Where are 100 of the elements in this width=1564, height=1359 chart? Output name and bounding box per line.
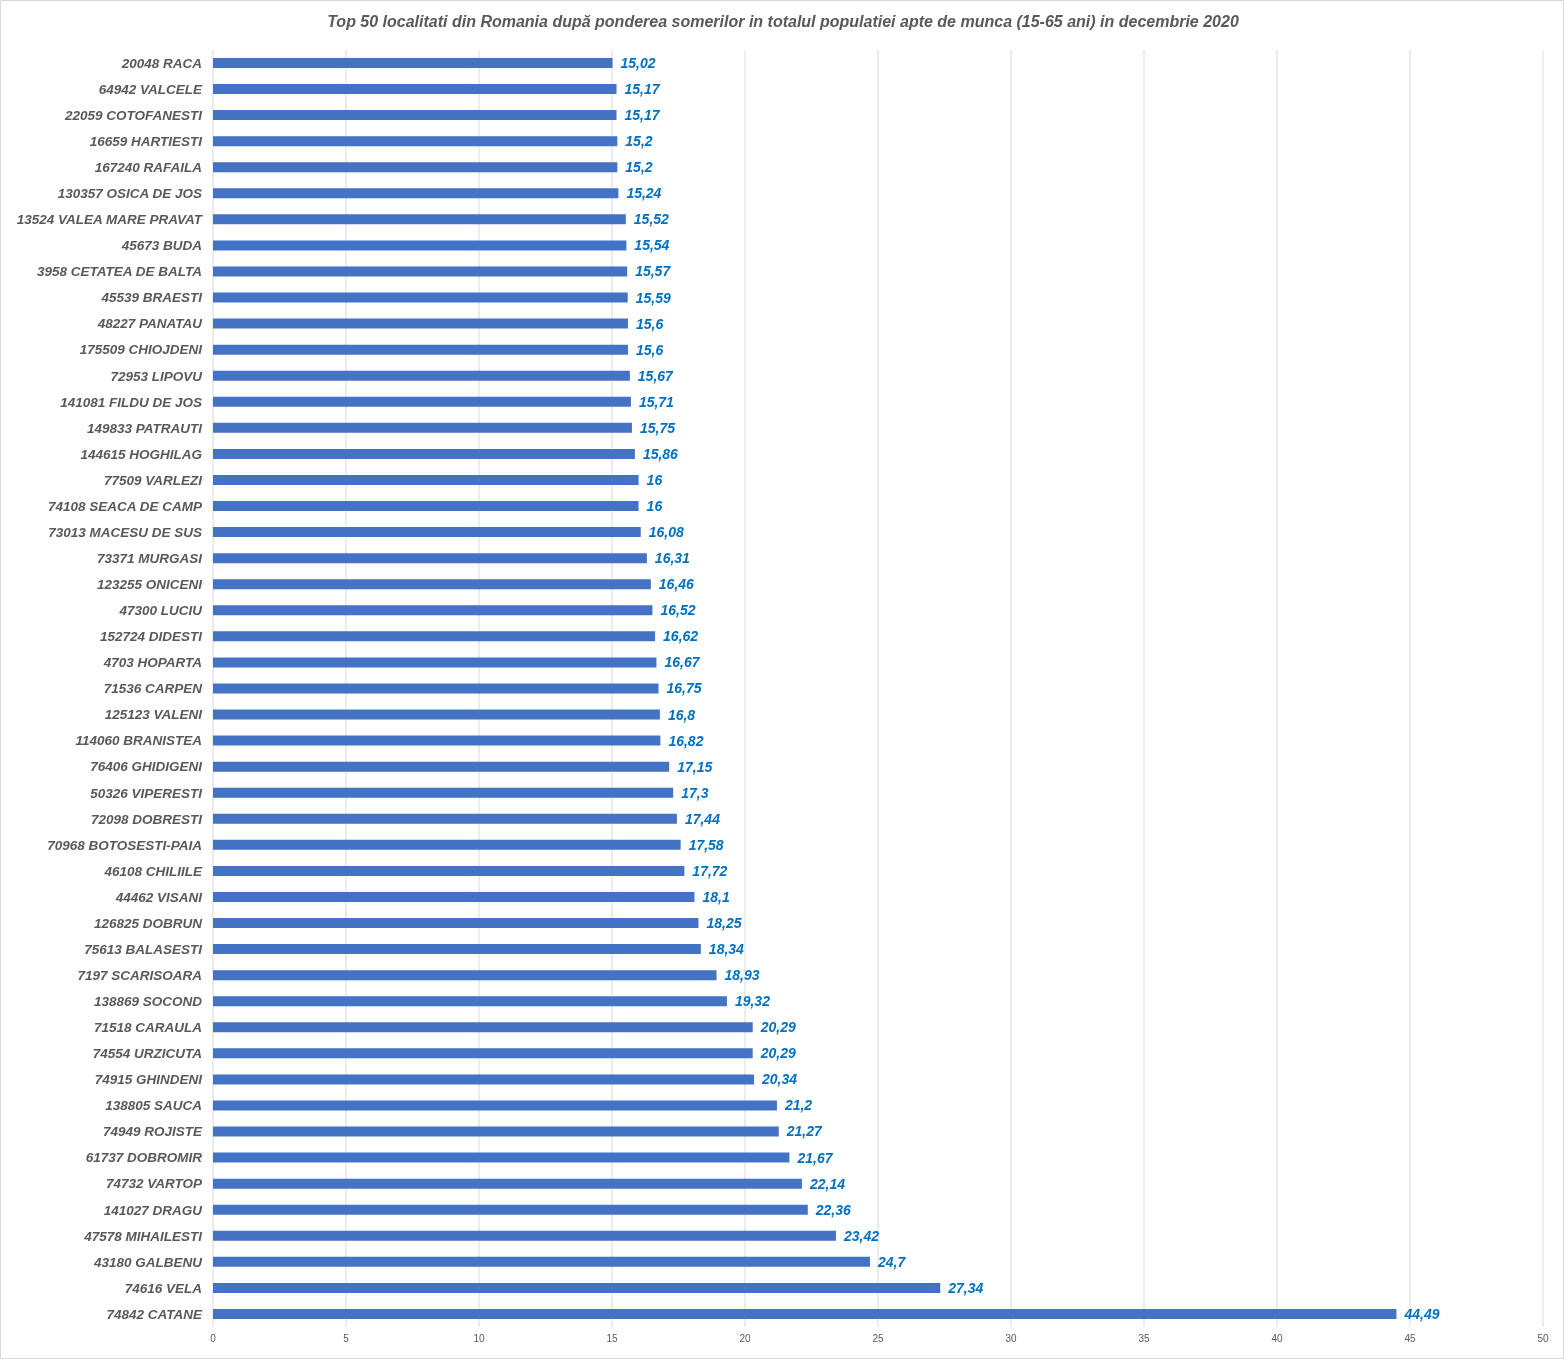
y-tick-label: 144615 HOGHILAG [80,446,203,462]
data-label: 21,67 [796,1149,834,1166]
bar [213,631,656,642]
data-label: 15,86 [642,445,679,462]
data-label: 15,75 [639,419,676,436]
data-label: 16,75 [666,680,702,697]
data-label: 16,62 [663,628,699,645]
bar [213,1126,779,1137]
bar [213,996,727,1007]
bar [213,970,717,981]
data-label: 18,34 [708,941,745,958]
y-tick-label: 74915 GHINDENI [94,1072,203,1088]
bar [213,761,670,772]
x-tick-label: 50 [1537,1333,1549,1345]
y-tick-label: 141081 FILDU DE JOS [60,394,202,410]
data-label: 18,1 [702,888,730,905]
y-tick-label: 71536 CARPEN [103,681,203,697]
bar [213,1256,871,1267]
data-label: 16,82 [668,732,704,749]
bar [213,787,674,798]
data-label: 15,6 [635,315,664,332]
data-label: 15,52 [633,211,670,228]
bar [213,1074,755,1085]
data-label: 18,93 [724,967,760,984]
data-label: 15,2 [625,133,653,150]
data-label: 16,52 [660,602,696,619]
bar [213,266,628,277]
y-tick-label: 74949 ROJISTE [102,1124,203,1140]
x-tick-label: 40 [1271,1333,1283,1345]
x-tick-label: 10 [473,1333,485,1345]
x-tick-label: 45 [1404,1333,1416,1345]
data-label: 15,71 [638,393,675,410]
x-tick-label: 35 [1138,1333,1150,1345]
bar [213,240,627,251]
y-tick-label: 72953 LIPOVU [110,368,204,384]
bar [213,891,695,902]
data-label: 21,27 [785,1123,824,1140]
bar [213,84,617,95]
y-tick-label: 74842 CATANE [106,1306,203,1322]
y-tick-label: 175509 CHIOJDENI [79,342,203,358]
y-tick-label: 74108 SEACA DE CAMP [47,498,203,514]
y-tick-label: 149833 PATRAUTI [86,420,203,436]
bar [213,839,681,850]
data-label: 16 [646,498,663,515]
y-tick-label: 70968 BOTOSESTI-PAIA [47,837,202,853]
y-tick-label: 74554 URZICUTA [92,1046,202,1062]
y-tick-label: 126825 DOBRUN [93,915,203,931]
data-label: 44,49 [1403,1305,1440,1322]
y-tick-label: 152724 DIDESTI [99,629,203,645]
y-tick-label: 73371 MURGASI [96,550,203,566]
data-label: 15,24 [626,185,662,202]
x-tick-label: 5 [343,1333,350,1345]
bar [213,1152,790,1163]
data-label: 15,17 [624,107,661,124]
bar [213,657,657,668]
y-tick-label: 71518 CARAULA [93,1020,202,1036]
y-tick-label: 45673 BUDA [120,238,202,254]
data-label: 16,08 [648,524,684,541]
bar [213,1308,1397,1319]
data-label: 16 [646,471,663,488]
bar [213,188,619,199]
data-label: 16,31 [654,550,691,567]
bar [213,318,628,329]
y-tick-label: 74616 VELA [124,1280,202,1296]
bar [213,448,635,459]
y-tick-label: 7197 SCARISOARA [77,967,202,983]
y-tick-label: 123255 ONICENI [96,577,203,593]
bar [213,865,685,876]
bar [213,553,647,564]
y-tick-label: 125123 VALENI [104,707,203,723]
data-label: 18,25 [706,914,742,931]
data-label: 16,67 [664,654,701,671]
y-tick-label: 72098 DOBRESTI [90,811,203,827]
data-label: 16,8 [667,706,696,723]
y-tick-label: 114060 BRANISTEA [75,733,202,749]
data-label: 24,7 [877,1253,907,1270]
bar [213,370,630,381]
bar [213,162,618,173]
y-tick-label: 61737 DOBROMIR [85,1150,203,1166]
bar [213,527,641,538]
y-tick-label: 44462 VISANI [114,889,203,905]
bar [213,1048,753,1059]
bar [213,944,701,955]
y-tick-label: 141027 DRAGU [103,1202,204,1218]
y-tick-label: 167240 RAFAILA [94,160,202,176]
data-label: 15,57 [635,263,672,280]
data-label: 15,54 [634,237,670,254]
data-label: 22,14 [808,1175,846,1192]
bar [213,735,661,746]
data-label: 17,72 [692,862,728,879]
bar [213,1178,802,1189]
y-tick-label: 138805 SAUCA [105,1098,202,1114]
y-tick-label: 3958 CETATEA DE BALTA [36,264,202,280]
bar [213,474,639,485]
data-label: 15,6 [635,341,664,358]
x-tick-label: 25 [872,1333,884,1345]
bar [213,579,651,590]
bar [213,110,617,121]
y-tick-label: 22059 COTOFANESTI [63,107,203,123]
bar [213,292,628,303]
